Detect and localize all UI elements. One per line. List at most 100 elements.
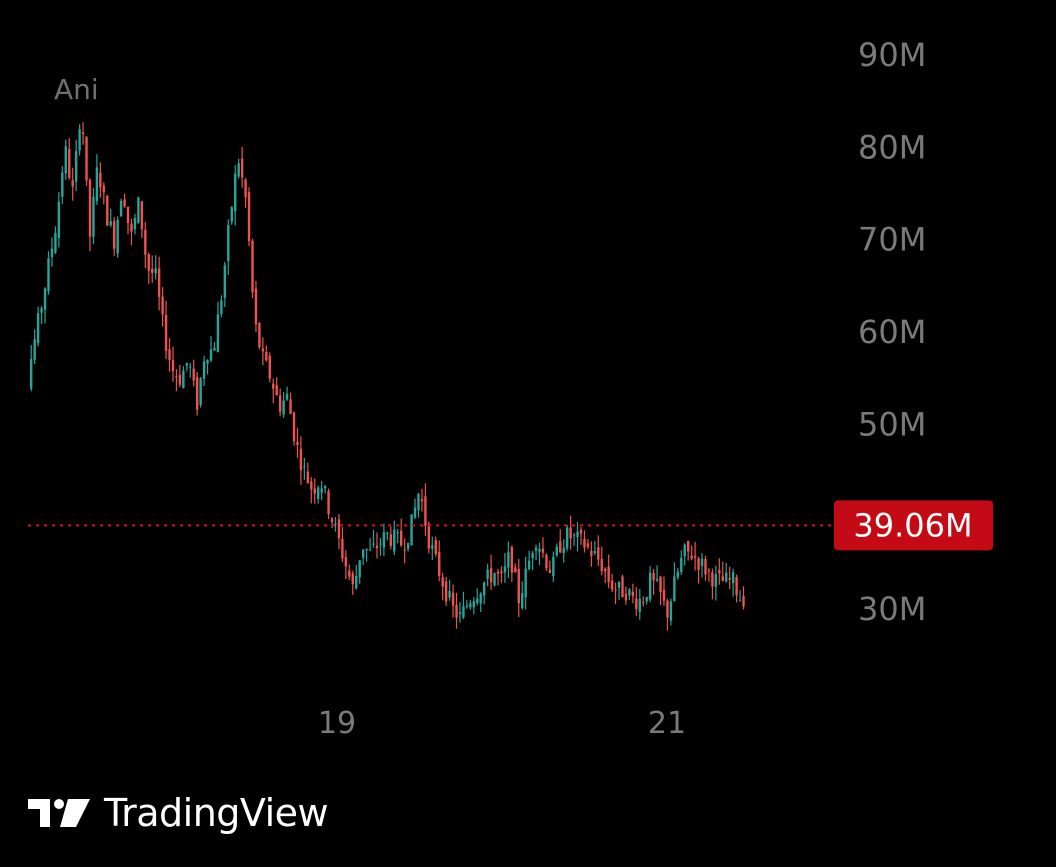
candle-body <box>455 604 458 618</box>
candle-body <box>465 605 469 607</box>
candle-body <box>272 383 275 389</box>
candle-body <box>171 360 175 372</box>
candle-body <box>669 601 673 621</box>
candle-body <box>372 543 375 545</box>
candle-body <box>396 532 399 534</box>
candle-body <box>548 569 552 574</box>
candle-body <box>33 339 36 360</box>
candle-body <box>92 196 95 237</box>
candle-body <box>476 598 479 603</box>
candle-body <box>209 349 213 361</box>
candle-body <box>268 356 271 379</box>
candle-body <box>68 148 71 178</box>
candle-body <box>261 348 265 352</box>
candle-body <box>244 179 247 198</box>
candle-body <box>607 566 610 582</box>
candle-body <box>424 496 427 526</box>
candle-body <box>673 576 676 602</box>
candle-body <box>358 560 361 578</box>
candle-body <box>617 581 621 588</box>
candle-body <box>327 490 330 515</box>
candle-body <box>700 558 704 566</box>
candle-body <box>106 195 109 226</box>
candle-body <box>133 218 137 230</box>
candle-body <box>725 572 728 582</box>
candle-body <box>686 541 690 552</box>
candle-body <box>545 554 548 569</box>
candle-body <box>234 173 237 212</box>
candle-body <box>590 550 593 557</box>
candle-body <box>410 514 413 546</box>
candle-body <box>527 560 531 569</box>
candle-body <box>531 552 534 559</box>
candle-body <box>47 258 50 292</box>
candle-body <box>313 488 316 494</box>
candle-body <box>621 576 624 598</box>
candle-body <box>57 201 61 238</box>
candle-body <box>54 232 57 253</box>
candle-body <box>431 545 434 549</box>
candle-body <box>202 361 206 379</box>
candle-body <box>227 225 230 262</box>
candle-body <box>586 543 590 547</box>
candle-body <box>693 555 697 558</box>
candle-body <box>521 593 524 608</box>
candle-body <box>317 487 320 499</box>
candle-body <box>444 581 448 602</box>
x-tick-label: 21 <box>648 706 686 741</box>
candle-body <box>140 201 144 230</box>
candle-body <box>731 572 735 584</box>
current-price-label: 39.06M <box>853 506 972 544</box>
candle-body <box>690 555 693 559</box>
candle-body <box>413 507 417 518</box>
candle-body <box>742 596 745 607</box>
candle-body <box>109 221 112 226</box>
candle-body <box>683 544 686 557</box>
candle-body <box>438 552 441 577</box>
candle-body <box>666 600 669 618</box>
candle-body <box>569 527 572 539</box>
candle-body <box>393 529 396 552</box>
candle-body <box>718 570 721 574</box>
tradingview-branding[interactable]: TradingView <box>28 788 329 838</box>
candle-body <box>240 158 244 178</box>
candle-body <box>102 185 106 193</box>
candle-body <box>182 370 185 389</box>
candle-body <box>292 412 296 442</box>
candle-body <box>711 572 714 587</box>
y-tick-label: 50M <box>858 405 926 443</box>
candle-body <box>707 570 711 572</box>
candle-body <box>282 400 285 415</box>
candle-body <box>610 580 614 590</box>
x-axis: 19 21 <box>318 706 686 741</box>
candle-body <box>351 573 354 585</box>
series-label: Ani <box>54 73 99 106</box>
candle-body <box>74 150 78 182</box>
candle-body <box>216 314 220 353</box>
candle-body <box>223 265 227 298</box>
candle-body <box>341 538 344 559</box>
candle-body <box>738 600 742 602</box>
candle-body <box>386 532 389 534</box>
candle-body <box>648 572 652 600</box>
candle-body <box>635 598 638 609</box>
candle-body <box>147 254 150 271</box>
candle-body <box>676 571 680 578</box>
y-tick-label: 70M <box>858 221 926 259</box>
tradingview-logo-icon <box>28 799 90 827</box>
candle-body <box>50 248 54 258</box>
candle-body <box>71 180 74 187</box>
candle-body <box>704 558 707 575</box>
candle-body <box>119 200 123 217</box>
candle-body <box>403 549 406 551</box>
candle-body <box>144 229 147 255</box>
candle-body <box>479 593 482 604</box>
candle-body <box>514 567 517 573</box>
candle-body <box>168 349 171 361</box>
candle-body <box>43 288 47 310</box>
candle-body <box>320 488 323 493</box>
candle-body <box>265 351 268 361</box>
candle-body <box>161 296 164 315</box>
candle-body <box>572 534 576 536</box>
candle-body <box>258 323 261 348</box>
